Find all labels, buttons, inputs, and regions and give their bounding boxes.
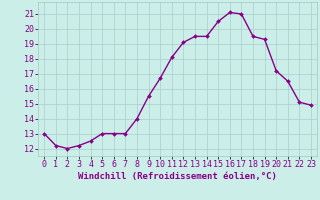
X-axis label: Windchill (Refroidissement éolien,°C): Windchill (Refroidissement éolien,°C) — [78, 172, 277, 181]
